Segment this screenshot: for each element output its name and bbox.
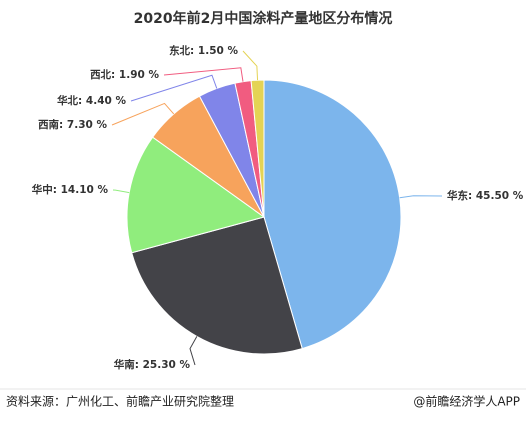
leader-line xyxy=(130,74,218,102)
pie-slice xyxy=(263,79,402,350)
data-label: 西北: 1.90 % xyxy=(90,68,159,81)
data-label: 华南: 25.30 % xyxy=(114,358,191,371)
leader-line xyxy=(399,195,443,199)
data-label: 西南: 7.30 % xyxy=(38,118,107,131)
data-label: 华中: 14.10 % xyxy=(32,183,109,196)
data-label: 东北: 1.50 % xyxy=(169,44,238,57)
leader-line xyxy=(163,67,244,82)
pie: 华东: 45.50 % 华南: 25.30 % 华中: 14.10 % 西南: 7.3… xyxy=(32,44,524,371)
pie-slice xyxy=(126,136,266,254)
leader-line xyxy=(112,189,130,194)
chart-title: 2020年前2月中国涂料产量地区分布情况 xyxy=(134,10,393,27)
leader-line xyxy=(189,336,198,366)
credit: @前瞻经济学人APP xyxy=(413,394,520,409)
pie-slice xyxy=(131,216,303,355)
leader-line xyxy=(242,50,259,81)
leader-line xyxy=(111,102,175,126)
source: 资料来源：广州化工、前瞻产业研究院整理 xyxy=(6,394,234,409)
data-label: 华东: 45.50 % xyxy=(447,189,524,202)
data-label: 华北: 4.40 % xyxy=(57,94,126,107)
